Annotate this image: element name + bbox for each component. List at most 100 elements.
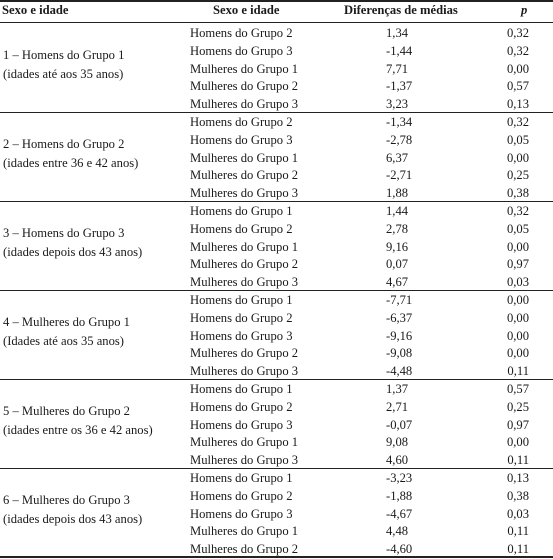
difference-cell: -1,88	[386, 488, 413, 503]
p-value-cell: 0,13	[506, 97, 529, 112]
p-value-cell: 0,11	[507, 453, 529, 468]
group-label-line2: (idades depois dos 43 anos)	[3, 245, 143, 259]
difference-cell: -4,48	[386, 364, 413, 379]
group-label-line1: 5 – Mulheres do Grupo 2	[3, 404, 130, 418]
p-value-cell: 0,57	[506, 79, 529, 94]
p-value-cell: 0,00	[506, 293, 529, 307]
group-block: 3 – Homens do Grupo 3 (idades depois dos …	[0, 202, 553, 291]
difference-cell: -9,16	[386, 328, 413, 343]
p-value-cell: 0,00	[506, 150, 529, 165]
table-row: Mulheres do Grupo 3 3,23 0,13	[0, 96, 553, 113]
table-row: Mulheres do Grupo 2 0,07 0,97	[0, 256, 553, 273]
group-label-line2: (idades depois dos 43 anos)	[3, 512, 143, 526]
p-value-cell: 0,11	[507, 364, 529, 379]
comparison-cell: Homens do Grupo 2	[190, 488, 293, 503]
header-p-value: p	[521, 3, 528, 17]
header-rule	[0, 22, 553, 23]
comparison-cell: Mulheres do Grupo 1	[190, 435, 299, 450]
comparison-cell: Mulheres do Grupo 2	[190, 257, 299, 272]
difference-cell: 7,71	[386, 61, 409, 76]
group-label: 4 – Mulheres do Grupo 1 (Idades até aos 3…	[3, 313, 130, 351]
p-value-cell: 0,03	[506, 506, 529, 521]
p-value-cell: 0,38	[506, 488, 529, 503]
difference-cell: 3,23	[386, 97, 409, 112]
difference-cell: 4,67	[386, 275, 409, 290]
comparison-cell: Mulheres do Grupo 2	[190, 79, 299, 94]
group-label-line1: 3 – Homens do Grupo 3	[3, 226, 125, 240]
comparison-cell: Homens do Grupo 2	[190, 310, 293, 325]
group-block: 2 – Homens do Grupo 2 (idades entre 36 e …	[0, 113, 553, 202]
difference-cell: 1,88	[386, 186, 409, 201]
group-label-line2: (idades entre 36 e 42 anos)	[3, 156, 139, 170]
group-label-line1: 1 – Homens do Grupo 1	[3, 48, 125, 62]
p-value-cell: 0,00	[506, 239, 529, 254]
p-value-cell: 0,11	[507, 524, 529, 539]
group-block: 5 – Mulheres do Grupo 2 (idades entre os …	[0, 380, 553, 469]
table-row: Homens do Grupo 3 -2,78 0,05	[0, 132, 553, 149]
table-row: Mulheres do Grupo 1 7,71 0,00	[0, 61, 553, 78]
p-value-cell: 0,97	[506, 417, 529, 432]
group-label-line1: 2 – Homens do Grupo 2	[3, 137, 125, 151]
group-label-line1: 4 – Mulheres do Grupo 1	[3, 315, 130, 329]
p-value-cell: 0,13	[506, 471, 529, 485]
group-separator-rule	[0, 379, 553, 380]
group-label: 6 – Mulheres do Grupo 3 (idades depois do…	[3, 491, 142, 529]
table-row: Mulheres do Grupo 2 -9,08 0,00	[0, 345, 553, 362]
p-value-cell: 0,97	[506, 257, 529, 272]
table-row: Mulheres do Grupo 3 4,67 0,03	[0, 274, 553, 291]
p-value-cell: 0,00	[506, 61, 529, 76]
p-value-cell: 0,00	[506, 310, 529, 325]
comparison-cell: Homens do Grupo 3	[190, 328, 293, 343]
difference-cell: 6,37	[386, 150, 409, 165]
table-row: Mulheres do Grupo 1 6,37 0,00	[0, 150, 553, 167]
comparison-cell: Mulheres do Grupo 3	[190, 97, 299, 112]
header-sex-age-comparison: Sexo e idade	[213, 3, 280, 17]
table-row: Mulheres do Grupo 2 -2,71 0,25	[0, 167, 553, 184]
comparison-cell: Mulheres do Grupo 1	[190, 524, 299, 539]
difference-cell: 2,71	[386, 399, 409, 414]
comparison-cell: Mulheres do Grupo 3	[190, 186, 299, 201]
difference-cell: 1,37	[386, 382, 409, 396]
p-value-cell: 0,32	[506, 43, 529, 58]
difference-cell: -2,71	[386, 168, 413, 183]
p-value-cell: 0,32	[506, 115, 529, 129]
comparison-cell: Homens do Grupo 2	[190, 115, 293, 129]
comparison-cell: Homens do Grupo 2	[190, 399, 293, 414]
group-separator-rule	[0, 468, 553, 469]
difference-cell: 4,48	[386, 524, 409, 539]
difference-cell: 9,16	[386, 239, 409, 254]
table-row: Mulheres do Grupo 3 4,60 0,11	[0, 452, 553, 469]
difference-cell: 0,07	[386, 257, 409, 272]
table-row: Mulheres do Grupo 3 1,88 0,38	[0, 185, 553, 202]
difference-cell: -2,78	[386, 132, 413, 147]
group-separator-rule	[0, 112, 553, 113]
comparison-cell: Homens do Grupo 2	[190, 221, 293, 236]
header-sex-age: Sexo e idade	[2, 3, 69, 17]
table-top-rule	[0, 0, 553, 2]
difference-cell: -7,71	[386, 293, 413, 307]
comparison-cell: Mulheres do Grupo 1	[190, 239, 299, 254]
group-label-line1: 6 – Mulheres do Grupo 3	[3, 493, 130, 507]
p-value-cell: 0,11	[507, 542, 529, 557]
comparison-cell: Homens do Grupo 3	[190, 506, 293, 521]
difference-cell: 9,08	[386, 435, 409, 450]
difference-cell: 4,60	[386, 453, 409, 468]
group-label-line2: (idades até aos 35 anos)	[3, 67, 124, 81]
difference-cell: -4,67	[386, 506, 413, 521]
p-value-cell: 0,38	[506, 186, 529, 201]
p-value-cell: 0,57	[506, 382, 529, 396]
group-label: 5 – Mulheres do Grupo 2 (idades entre os …	[3, 402, 153, 440]
p-value-cell: 0,25	[506, 168, 529, 183]
p-value-cell: 0,00	[506, 328, 529, 343]
group-block: 4 – Mulheres do Grupo 1 (Idades até aos 3…	[0, 291, 553, 380]
p-value-cell: 0,32	[506, 204, 529, 218]
table-row: Mulheres do Grupo 1 9,08 0,00	[0, 434, 553, 451]
difference-cell: -0,07	[386, 417, 413, 432]
p-value-cell: 0,00	[506, 435, 529, 450]
difference-cell: 2,78	[386, 221, 409, 236]
table-row: Homens do Grupo 1 1,37 0,57	[0, 381, 553, 398]
difference-cell: -1,34	[386, 115, 413, 129]
table-row: Mulheres do Grupo 2 -4,60 0,11	[0, 541, 553, 558]
table-row: Homens do Grupo 3 -9,16 0,00	[0, 328, 553, 345]
